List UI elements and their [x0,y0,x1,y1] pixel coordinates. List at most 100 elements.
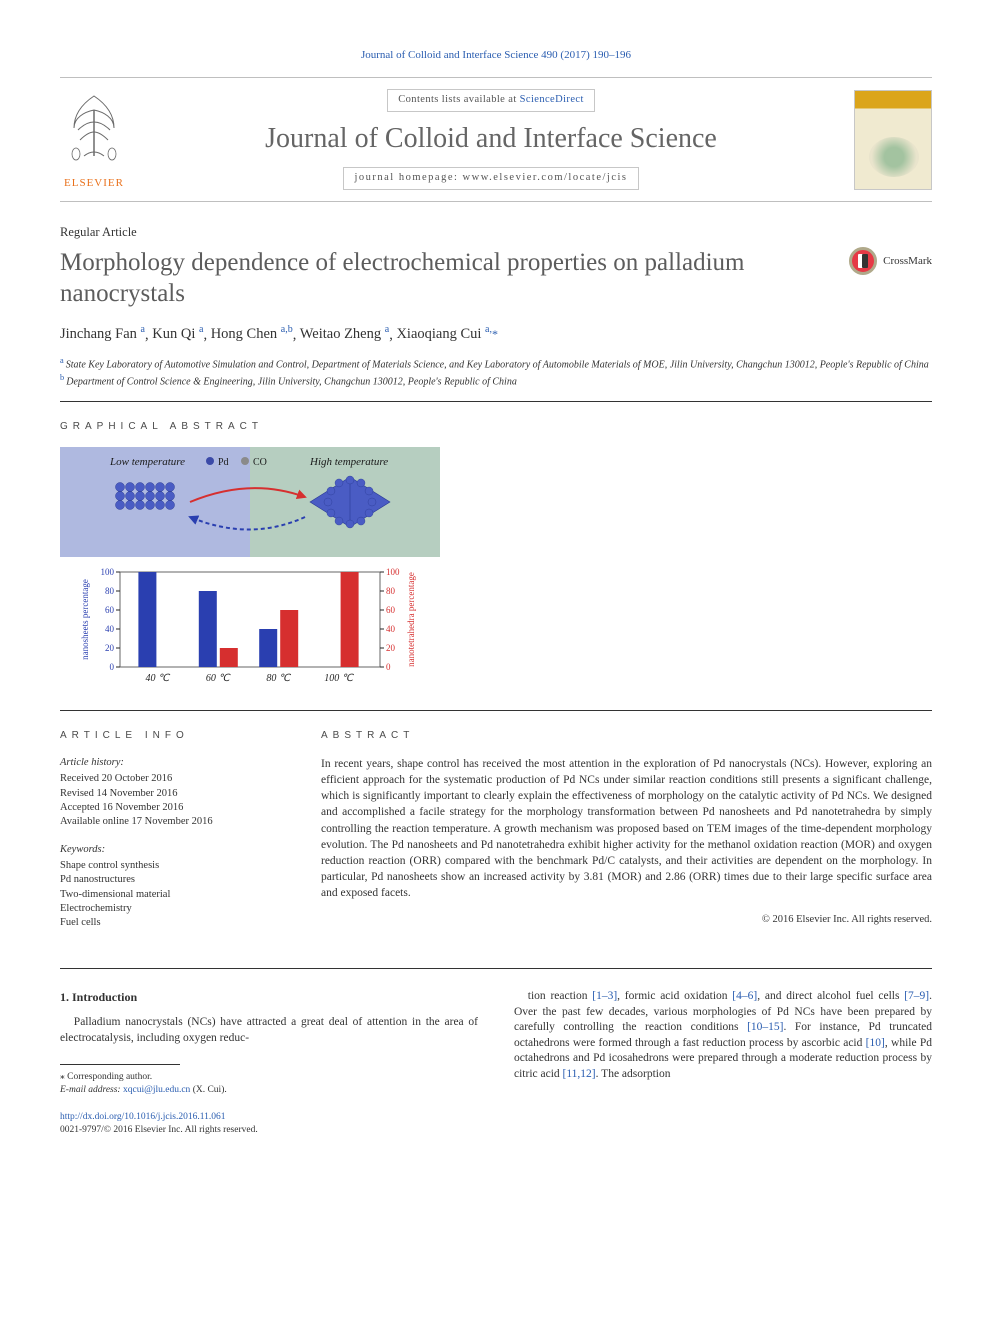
info-abstract-row: ARTICLE INFO Article history: Received 2… [60,729,932,944]
masthead: ELSEVIER Contents lists available at Sci… [60,77,932,202]
abstract-label: ABSTRACT [321,729,932,743]
history-line: Available online 17 November 2016 [60,815,285,829]
svg-text:20: 20 [386,643,396,653]
history-line: Received 20 October 2016 [60,772,285,786]
abstract-text: In recent years, shape control has recei… [321,756,932,901]
crossmark-label: CrossMark [883,254,932,269]
affiliation-line: a State Key Laboratory of Automotive Sim… [60,355,932,372]
email-link[interactable]: xqcui@jlu.edu.cn [123,1085,190,1095]
svg-text:60 ℃: 60 ℃ [206,673,232,684]
corresponding-mark: * [492,327,498,341]
masthead-center: Contents lists available at ScienceDirec… [142,89,840,189]
author: Jinchang Fan a [60,326,145,342]
keyword: Shape control synthesis [60,859,285,873]
svg-text:nanotetrahedra percentage: nanotetrahedra percentage [406,572,416,667]
homepage-url: www.elsevier.com/locate/jcis [463,172,628,183]
publisher-label: ELSEVIER [60,176,128,191]
svg-text:0: 0 [386,662,391,672]
intro-para-2: tion reaction [1–3], formic acid oxidati… [514,989,932,1082]
author-affiliation-mark: a,b [281,325,293,336]
journal-name: Journal of Colloid and Interface Science [142,120,840,158]
email-suffix: (X. Cui). [190,1085,226,1095]
citation-ref[interactable]: [11,12] [563,1068,596,1080]
graphical-abstract-figure: Low temperature High temperature Pd CO 0 0 20 2… [60,447,440,687]
elsevier-tree-icon [60,88,128,168]
citation-ref[interactable]: [4–6] [732,990,757,1002]
svg-text:20: 20 [105,643,115,653]
author-affiliation-mark: a, [485,325,492,336]
svg-text:Pd: Pd [218,457,229,468]
svg-text:80 ℃: 80 ℃ [266,673,292,684]
history-block: Article history: Received 20 October 201… [60,756,285,829]
keyword: Fuel cells [60,916,285,930]
history-line: Revised 14 November 2016 [60,787,285,801]
sciencedirect-link[interactable]: ScienceDirect [520,94,584,105]
issn-line: 0021-9797/© 2016 Elsevier Inc. All right… [60,1124,478,1137]
rule [60,710,932,711]
title-row: Morphology dependence of electrochemical… [60,247,932,310]
svg-text:60: 60 [105,605,115,615]
body-columns: 1. Introduction Palladium nanocrystals (… [60,989,932,1136]
svg-text:100 ℃: 100 ℃ [324,673,355,684]
email-line: E-mail address: xqcui@jlu.edu.cn (X. Cui… [60,1084,478,1097]
author-affiliation-mark: a [385,325,389,336]
crossmark[interactable]: CrossMark [849,247,932,275]
svg-text:100: 100 [386,567,400,577]
crossmark-icon [849,247,877,275]
svg-text:60: 60 [386,605,396,615]
author: Weitao Zheng a [300,326,389,342]
svg-text:0: 0 [110,662,115,672]
homepage-prefix: journal homepage: [354,172,462,183]
author: Xiaoqiang Cui a,* [396,326,498,342]
journal-homepage: journal homepage: www.elsevier.com/locat… [343,167,638,189]
doi-link[interactable]: http://dx.doi.org/10.1016/j.jcis.2016.11… [60,1112,225,1122]
keyword: Electrochemistry [60,902,285,916]
keyword: Pd nanostructures [60,873,285,887]
svg-text:nanosheets percentage: nanosheets percentage [80,579,90,660]
corresponding-footnote: ⁎ Corresponding author. E-mail address: … [60,1071,478,1097]
citation-ref[interactable]: [10] [866,1037,885,1049]
contents-available: Contents lists available at ScienceDirec… [387,89,595,111]
author: Hong Chen a,b [211,326,293,342]
footer-block: http://dx.doi.org/10.1016/j.jcis.2016.11… [60,1111,478,1137]
graphical-abstract-label: GRAPHICAL ABSTRACT [60,420,932,434]
page: Journal of Colloid and Interface Science… [0,0,992,1177]
intro-heading: 1. Introduction [60,989,478,1005]
svg-text:40 ℃: 40 ℃ [146,673,172,684]
authors-line: Jinchang Fan a, Kun Qi a, Hong Chen a,b,… [60,324,932,345]
article-title: Morphology dependence of electrochemical… [60,247,829,310]
svg-text:40: 40 [105,624,115,634]
footnote-rule [60,1064,180,1065]
citation-ref[interactable]: [7–9] [904,990,929,1002]
svg-text:80: 80 [105,586,115,596]
svg-text:Low temperature: Low temperature [109,456,185,468]
history-heading: Article history: [60,756,285,770]
email-prefix: E-mail address: [60,1085,123,1095]
article-info-col: ARTICLE INFO Article history: Received 2… [60,729,285,944]
abstract-col: ABSTRACT In recent years, shape control … [321,729,932,944]
history-line: Accepted 16 November 2016 [60,801,285,815]
citation-ref[interactable]: [1–3] [592,990,617,1002]
article-info-label: ARTICLE INFO [60,729,285,743]
article-type: Regular Article [60,224,932,241]
svg-text:80: 80 [386,586,396,596]
author-affiliation-mark: a [199,325,203,336]
svg-text:High temperature: High temperature [309,456,388,468]
author-affiliation-mark: a [141,325,145,336]
keywords-heading: Keywords: [60,843,285,857]
intro-para-1: Palladium nanocrystals (NCs) have attrac… [60,1015,478,1046]
contents-prefix: Contents lists available at [398,94,519,105]
svg-text:100: 100 [101,567,115,577]
svg-text:CO: CO [253,457,267,468]
citation-ref[interactable]: [10–15] [747,1021,783,1033]
svg-text:40: 40 [386,624,396,634]
keyword: Two-dimensional material [60,888,285,902]
corr-label: ⁎ Corresponding author. [60,1071,478,1084]
graphical-abstract: Low temperature High temperature Pd CO 0 0 20 2… [60,447,932,692]
keywords-block: Keywords: Shape control synthesisPd nano… [60,843,285,930]
publisher-block: ELSEVIER [60,88,128,191]
copyright-line: © 2016 Elsevier Inc. All rights reserved… [321,913,932,927]
journal-cover-thumb [854,90,932,190]
affiliation-line: b Department of Control Science & Engine… [60,372,932,389]
affiliations: a State Key Laboratory of Automotive Sim… [60,355,932,402]
